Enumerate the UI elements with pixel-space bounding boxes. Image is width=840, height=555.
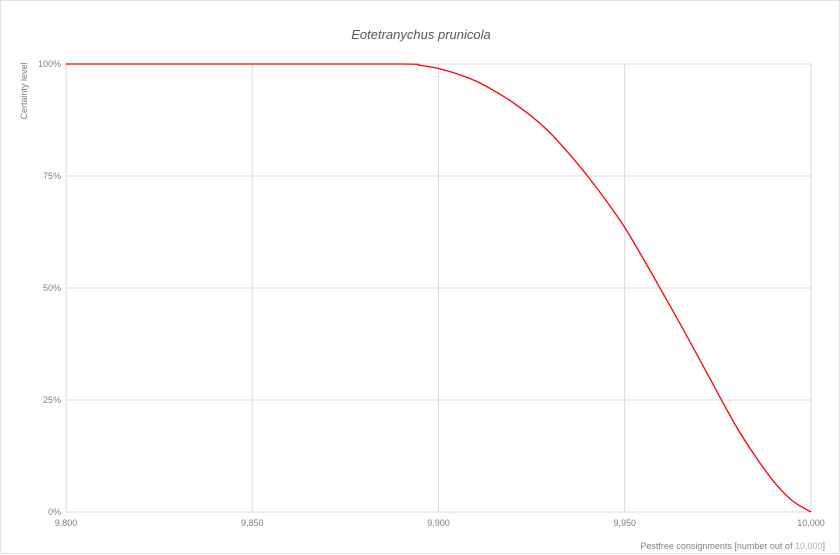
chart-title: Eotetranychus prunicola [351,27,490,42]
y-tick-label: 50% [43,283,61,293]
x-tick-label: 9,850 [241,518,264,528]
y-tick-label: 75% [43,171,61,181]
certainty-curve [66,63,812,513]
x-tick-label: 9,900 [427,518,450,528]
y-tick-label: 25% [43,395,61,405]
x-tick-label: 10,000 [797,518,825,528]
x-tick-label: 9,950 [613,518,636,528]
x-axis-label-main: Pestfree consignments [number out of [640,541,795,551]
x-axis-label: Pestfree consignments [number out of 10,… [640,541,825,551]
x-axis-label-highlight: 10,000 [795,541,823,551]
y-tick-label: 0% [48,507,61,517]
x-axis-label-suffix: ] [822,541,825,551]
y-tick-label: 100% [38,59,61,69]
y-axis-label: Certainty level [19,62,29,119]
x-tick-label: 9,800 [55,518,78,528]
